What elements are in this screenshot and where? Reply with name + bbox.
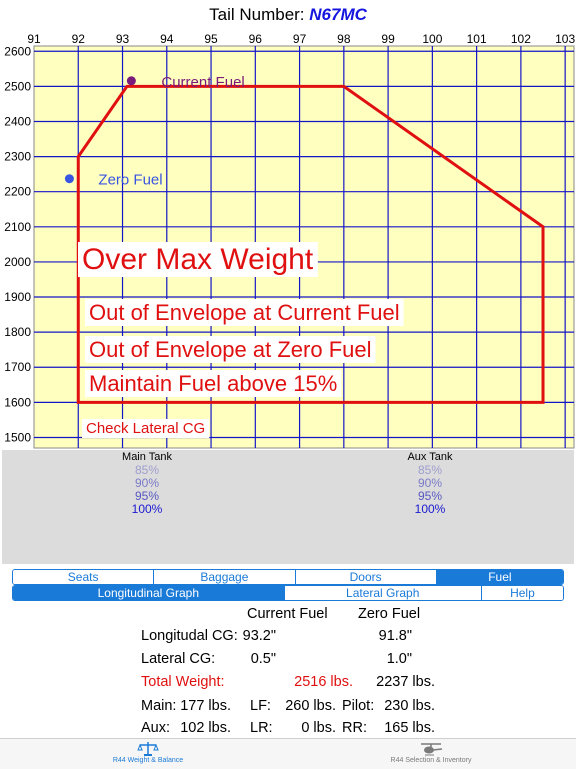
graph-tabs: Longitudinal Graph Lateral Graph Help: [12, 585, 564, 601]
y-tick-label: 2100: [4, 220, 31, 234]
warning-title: Over Max Weight: [82, 243, 314, 276]
y-tick-label: 1700: [4, 360, 31, 374]
x-tick-label: 102: [511, 32, 531, 46]
main-tank-option[interactable]: 90%: [134, 476, 160, 490]
load-label: Main:: [141, 698, 177, 714]
data-point: [64, 174, 74, 184]
y-tick-label: 2200: [4, 185, 31, 199]
tab-doors[interactable]: Doors: [295, 570, 437, 584]
x-tick-label: 100: [422, 32, 442, 46]
x-tick-label: 91: [27, 32, 41, 46]
load-value: 165 lbs.: [384, 720, 435, 736]
y-tick-label: 2400: [4, 114, 31, 128]
main-tank-selected[interactable]: 100%: [131, 502, 163, 516]
y-tick-label: 2500: [4, 79, 31, 93]
y-tick-label: 1600: [4, 395, 31, 409]
tab-weight-balance-label: R44 Weight & Balance: [112, 757, 184, 764]
load-value: 102 lbs.: [180, 720, 231, 736]
x-tick-label: 99: [381, 32, 395, 46]
x-tick-label: 101: [467, 32, 487, 46]
x-tick-label: 93: [116, 32, 130, 46]
cg-envelope-chart: 91 92 93 94 95 96 97 98 99 100 101 102 103 2600 2500 24…: [4, 32, 575, 449]
total-weight-label: Total Weight:: [141, 674, 225, 690]
tail-number-label: Tail Number:: [209, 5, 305, 24]
x-tick-label: 95: [204, 32, 218, 46]
bottom-tab-bar: R44 Weight & Balance R44 Selection & Inv…: [0, 738, 576, 769]
warning-line-background: [85, 336, 376, 363]
x-tick-label: 98: [337, 32, 351, 46]
aux-tank-option[interactable]: 85%: [417, 463, 443, 477]
total-weight-current: 2516 lbs.: [294, 674, 353, 690]
scale-icon: [137, 742, 159, 756]
aux-tank-option[interactable]: 90%: [417, 476, 443, 490]
tab-help[interactable]: Help: [481, 586, 563, 600]
main-tank-column: Main Tank 85% 90% 95% 100%: [87, 451, 207, 516]
x-tick-label: 92: [72, 32, 86, 46]
row-zero: 91.8": [378, 628, 412, 644]
load-label: LR:: [250, 720, 273, 736]
load-label: RR:: [342, 720, 367, 736]
tail-number-value: N67MC: [309, 5, 367, 24]
data-point: [126, 76, 136, 86]
x-tick-label: 103: [555, 32, 575, 46]
row-current: 93.2": [242, 628, 276, 644]
current-fuel-header: Current Fuel: [247, 606, 328, 622]
load-label: Pilot:: [342, 698, 375, 714]
y-tick-label: 2600: [4, 44, 31, 58]
data-point-label: Zero Fuel: [98, 172, 162, 189]
x-tick-label: 97: [293, 32, 307, 46]
y-tick-label: 1800: [4, 325, 31, 339]
tab-longitudinal-graph[interactable]: Longitudinal Graph: [13, 586, 285, 600]
tab-selection-inventory[interactable]: R44 Selection & Inventory: [351, 739, 511, 764]
y-tick-label: 1500: [4, 430, 31, 444]
row-zero: 1.0": [386, 651, 412, 667]
tab-seats[interactable]: Seats: [13, 570, 155, 584]
tab-lateral-graph[interactable]: Lateral Graph: [284, 586, 482, 600]
load-value: 260 lbs.: [285, 698, 336, 714]
helicopter-icon: [421, 743, 443, 756]
row-current: 0.5": [250, 651, 276, 667]
title-bar: Tail Number: N67MC: [0, 5, 576, 25]
warning-line: Out of Envelope at Current Fuel: [89, 300, 400, 325]
main-tank-option[interactable]: 85%: [134, 463, 160, 477]
load-value: 0 lbs.: [301, 720, 336, 736]
x-tick-label: 96: [249, 32, 263, 46]
tab-baggage[interactable]: Baggage: [154, 570, 296, 584]
warning-line-background: [85, 370, 342, 397]
warning-note-background: [82, 419, 210, 438]
load-label: Aux:: [141, 720, 171, 736]
aux-tank-column: Aux Tank 85% 90% 95% 100%: [370, 451, 490, 516]
row-label: Longitudal CG:: [141, 628, 238, 644]
main-tank-option[interactable]: 95%: [134, 489, 160, 503]
y-tick-label: 2000: [4, 255, 31, 269]
y-tick-label: 2300: [4, 150, 31, 164]
tab-fuel[interactable]: Fuel: [436, 570, 563, 584]
cg-envelope: [76, 84, 545, 404]
aux-tank-title: Aux Tank: [407, 451, 453, 463]
y-tick-label: 1900: [4, 290, 31, 304]
tab-selection-inventory-label: R44 Selection & Inventory: [390, 757, 472, 764]
load-value: 230 lbs.: [384, 698, 435, 714]
tab-weight-balance[interactable]: R44 Weight & Balance: [68, 739, 228, 764]
zero-fuel-header: Zero Fuel: [358, 606, 421, 622]
aux-tank-option[interactable]: 95%: [417, 489, 443, 503]
section-tabs: Seats Baggage Doors Fuel: [12, 569, 564, 585]
warning-title-background: [78, 242, 318, 277]
row-label: Lateral CG:: [141, 651, 216, 667]
warning-note: Check Lateral CG: [86, 420, 205, 437]
main-tank-title: Main Tank: [122, 451, 172, 463]
warning-line: Out of Envelope at Zero Fuel: [89, 337, 372, 362]
load-label: LF:: [250, 698, 271, 714]
data-point-label: Current Fuel: [161, 74, 244, 91]
aux-tank-selected[interactable]: 100%: [414, 502, 446, 516]
load-value: 177 lbs.: [180, 698, 231, 714]
total-weight-zero: 2237 lbs.: [376, 674, 435, 690]
warning-line: Maintain Fuel above 15%: [89, 371, 337, 396]
warning-line-background: [85, 299, 404, 326]
fuel-panel: Main Tank 85% 90% 95% 100% Aux Tank 85% …: [2, 450, 574, 564]
x-tick-label: 94: [160, 32, 174, 46]
